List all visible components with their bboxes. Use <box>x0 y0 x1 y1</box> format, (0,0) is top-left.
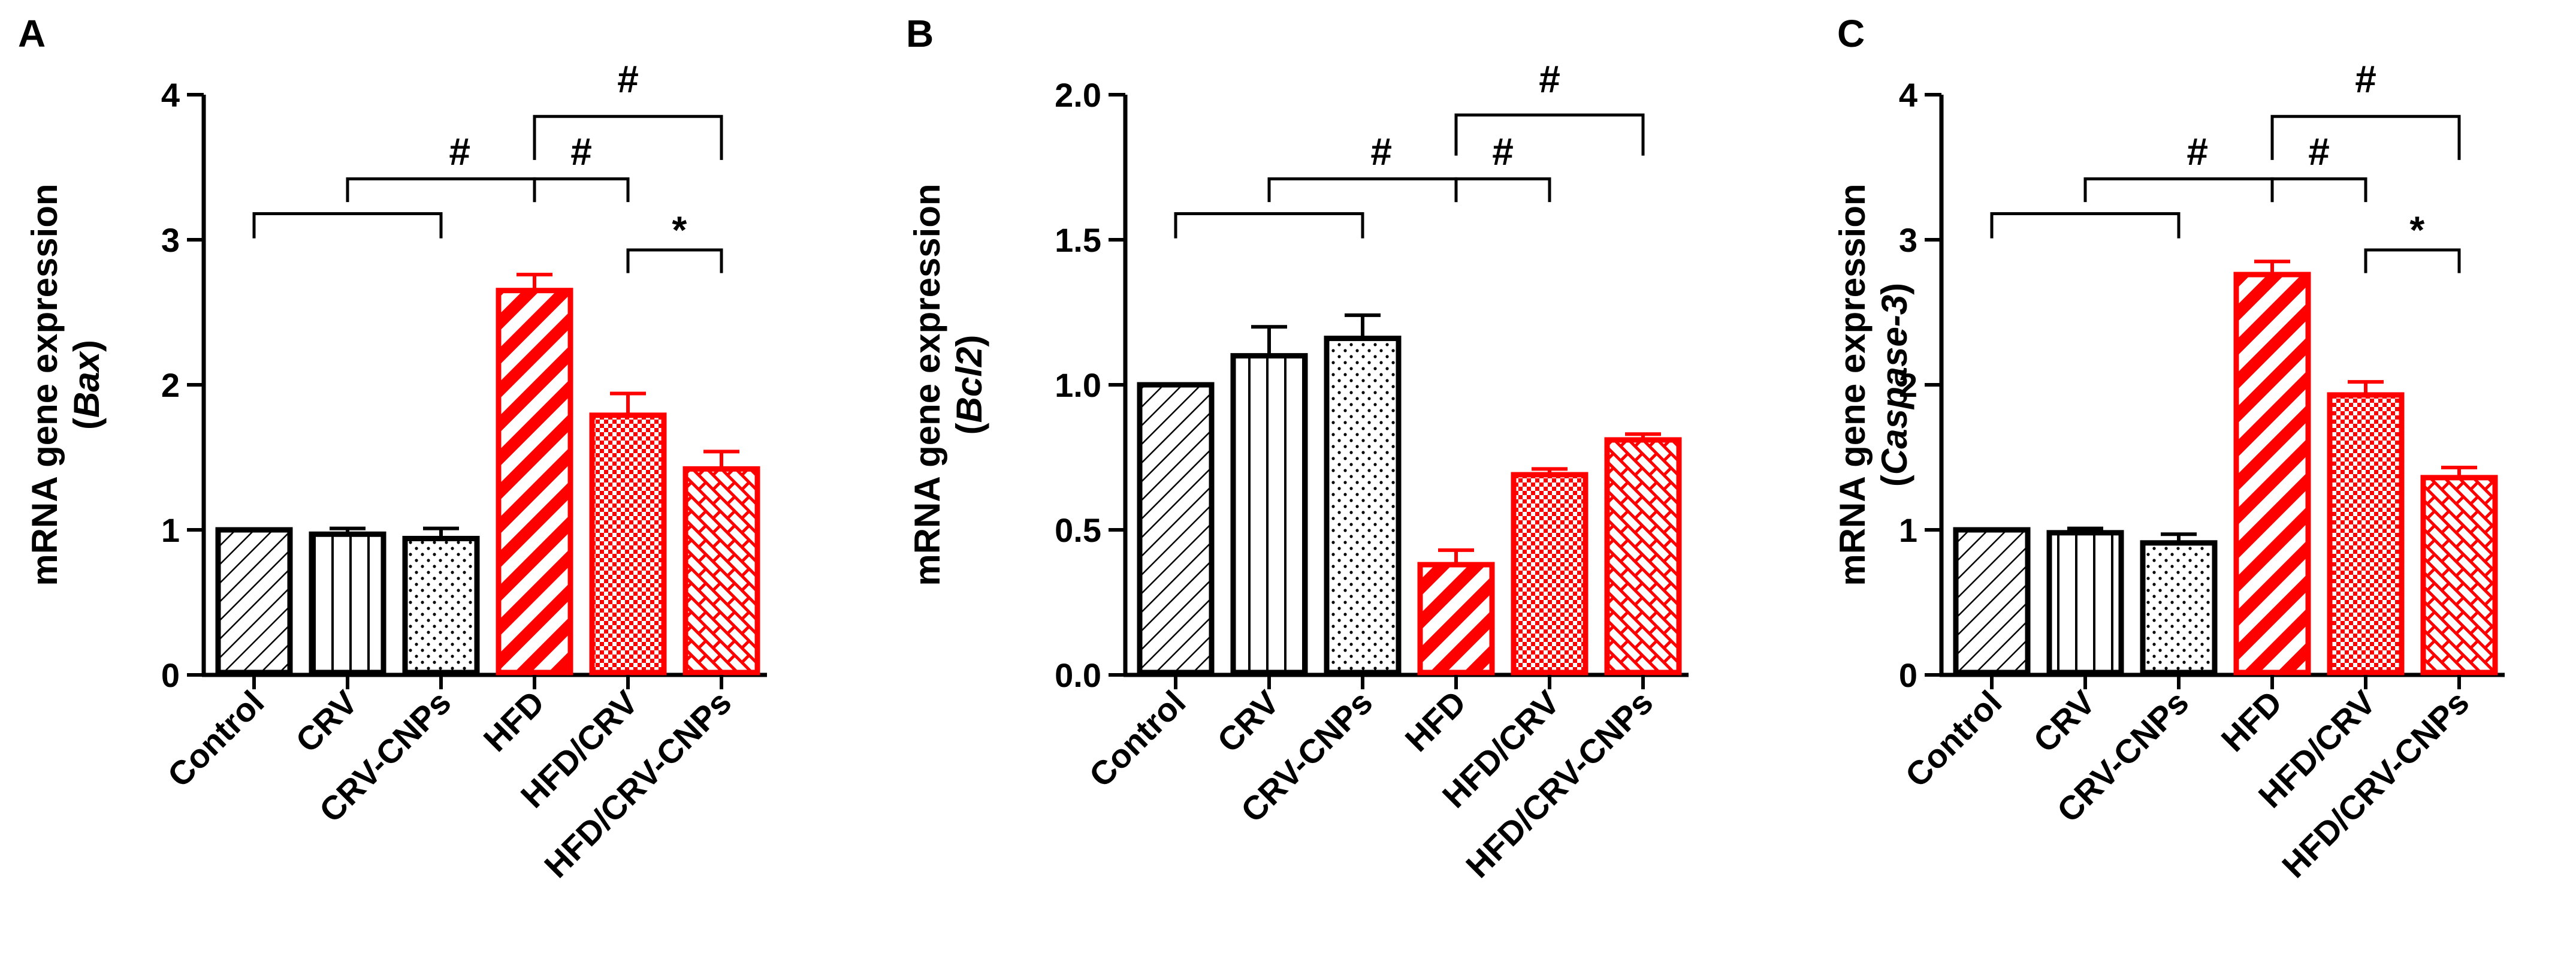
y-tick-label: 0 <box>161 656 180 694</box>
bar-crv <box>1230 353 1308 676</box>
bar-hfd-crv <box>2327 392 2405 676</box>
significance-bracket <box>2364 248 2461 273</box>
significance-bracket <box>1267 177 1458 203</box>
y-tick-label: 2 <box>161 366 180 404</box>
y-tick-label: 3 <box>1899 221 1917 259</box>
panel-label: B <box>906 12 934 55</box>
bar-hfd-crv-cnps <box>2420 475 2498 676</box>
bar-crv-cnps <box>2140 540 2218 676</box>
y-tick-label: 1.0 <box>1055 366 1101 404</box>
significance-star: * <box>672 208 687 251</box>
significance-hash: # <box>1492 130 1514 173</box>
y-axis-gene-name: Bcl2 <box>949 347 989 423</box>
significance-bracket <box>626 248 723 273</box>
y-axis-label: mRNA gene expression <box>25 183 65 586</box>
significance-hash: # <box>2308 130 2330 173</box>
y-tick-label: 0.5 <box>1055 511 1101 549</box>
y-axis-gene-name: Caspase-3 <box>1874 295 1914 475</box>
x-tick-label: HFD <box>1398 683 1473 759</box>
significance-bracket <box>346 177 536 203</box>
x-tick-label: CRV <box>2026 683 2102 759</box>
significance-hash: # <box>2187 130 2208 173</box>
significance-bracket <box>2270 177 2367 203</box>
bar-hfd <box>496 288 573 676</box>
y-axis-label: mRNA gene expression <box>1832 183 1873 586</box>
y-axis-gene-paren-close: ) <box>1874 283 1914 295</box>
significance-hash: # <box>570 130 592 173</box>
x-tick-label: HFD <box>476 683 552 759</box>
bar-crv <box>2046 530 2124 676</box>
significance-bracket <box>2270 114 2461 160</box>
bar-control <box>215 527 293 676</box>
bar-hfd <box>2233 272 2311 676</box>
bar-hfd-crv <box>1511 472 1589 676</box>
y-tick-label: 2.0 <box>1055 76 1101 114</box>
y-tick-label: 0.0 <box>1055 656 1101 694</box>
y-tick-label: 1 <box>1899 511 1917 549</box>
y-axis-gene-paren-open: ( <box>67 418 107 430</box>
bar-hfd <box>1417 562 1495 676</box>
y-tick-label: 2 <box>1899 366 1917 404</box>
bar-hfd-crv-cnps <box>682 466 760 676</box>
y-tick-label: 4 <box>161 76 180 114</box>
x-tick-label: CRV <box>1210 683 1286 759</box>
y-axis-gene-label: (Caspase-3) <box>1874 283 1914 487</box>
y-tick-label: 1 <box>161 511 180 549</box>
bar-crv-cnps <box>402 536 480 676</box>
x-tick-label: Control <box>1082 683 1192 794</box>
x-tick-label: Control <box>160 683 271 794</box>
significance-bracket <box>252 212 443 239</box>
bar-crv-cnps <box>1324 336 1402 676</box>
x-tick-label: CRV <box>288 683 364 759</box>
y-axis-gene-paren-open: ( <box>1874 475 1914 487</box>
y-axis-gene-paren-open: ( <box>949 423 989 435</box>
x-tick-label: HFD <box>2214 683 2290 759</box>
y-axis-gene-name: Bax <box>67 350 107 418</box>
bar-hfd-crv <box>589 412 667 676</box>
significance-bracket <box>1454 177 1551 203</box>
bar-crv <box>309 531 386 676</box>
significance-bracket <box>1454 113 1645 156</box>
significance-hash: # <box>617 58 639 101</box>
bar-hfd-crv-cnps <box>1604 437 1682 676</box>
y-axis-label: mRNA gene expression <box>907 183 947 586</box>
significance-hash: # <box>1370 130 1392 173</box>
y-tick-label: 1.5 <box>1055 221 1101 259</box>
significance-hash: # <box>2355 58 2376 101</box>
bar-control <box>1137 382 1215 676</box>
y-tick-label: 4 <box>1899 76 1917 114</box>
significance-bracket <box>2083 177 2274 203</box>
y-tick-label: 0 <box>1899 656 1917 694</box>
panel-label: C <box>1837 12 1865 55</box>
significance-star: * <box>2409 208 2424 251</box>
significance-hash: # <box>1539 58 1560 101</box>
y-axis-gene-paren-close: ) <box>67 340 107 352</box>
y-axis-gene-label: (Bcl2) <box>949 335 989 435</box>
significance-bracket <box>1990 212 2181 239</box>
y-axis-gene-label: (Bax) <box>67 340 107 430</box>
bar-control <box>1953 527 2031 676</box>
significance-bracket <box>1174 212 1364 239</box>
x-tick-label: Control <box>1898 683 2009 794</box>
y-axis-gene-paren-close: ) <box>949 335 989 347</box>
panel-label: A <box>18 12 46 55</box>
significance-bracket <box>533 177 630 203</box>
significance-hash: # <box>449 130 470 173</box>
significance-bracket <box>533 114 723 160</box>
y-tick-label: 3 <box>161 221 180 259</box>
